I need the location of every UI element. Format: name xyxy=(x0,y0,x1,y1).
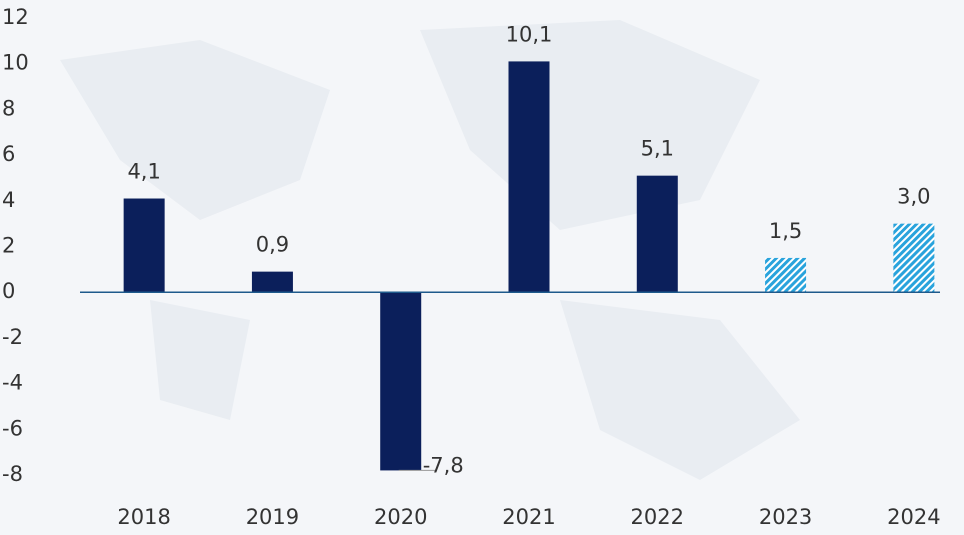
x-tick-label: 2023 xyxy=(759,505,812,529)
bar xyxy=(765,257,807,293)
bar xyxy=(893,223,935,293)
y-tick-label: 10 xyxy=(2,51,29,75)
map-shape xyxy=(60,20,800,480)
y-tick-label: 12 xyxy=(2,5,29,29)
y-tick-label: 2 xyxy=(2,234,15,258)
value-label: 10,1 xyxy=(506,22,553,46)
y-tick-label: -4 xyxy=(2,371,23,395)
x-tick-label: 2022 xyxy=(631,505,684,529)
value-label: -7,8 xyxy=(423,453,464,477)
bar xyxy=(251,271,293,293)
y-tick-label: -6 xyxy=(2,416,23,440)
x-tick-label: 2021 xyxy=(502,505,555,529)
value-label: 0,9 xyxy=(256,233,289,257)
bar xyxy=(123,198,165,293)
y-tick-label: 4 xyxy=(2,188,15,212)
x-tick-label: 2018 xyxy=(117,505,170,529)
y-tick-label: -2 xyxy=(2,325,23,349)
x-tick-label: 2020 xyxy=(374,505,427,529)
y-tick-label: -8 xyxy=(2,462,23,486)
x-tick-label: 2019 xyxy=(246,505,299,529)
value-label: 3,0 xyxy=(897,185,930,209)
y-tick-label: 6 xyxy=(2,142,15,166)
y-tick-label: 8 xyxy=(2,96,15,120)
bar xyxy=(636,175,678,293)
x-tick-label: 2024 xyxy=(887,505,940,529)
value-label: 1,5 xyxy=(769,219,802,243)
bar xyxy=(380,292,422,471)
value-label: 5,1 xyxy=(641,137,674,161)
value-label: 4,1 xyxy=(127,160,160,184)
y-tick-label: 0 xyxy=(2,279,15,303)
bar xyxy=(508,61,550,293)
